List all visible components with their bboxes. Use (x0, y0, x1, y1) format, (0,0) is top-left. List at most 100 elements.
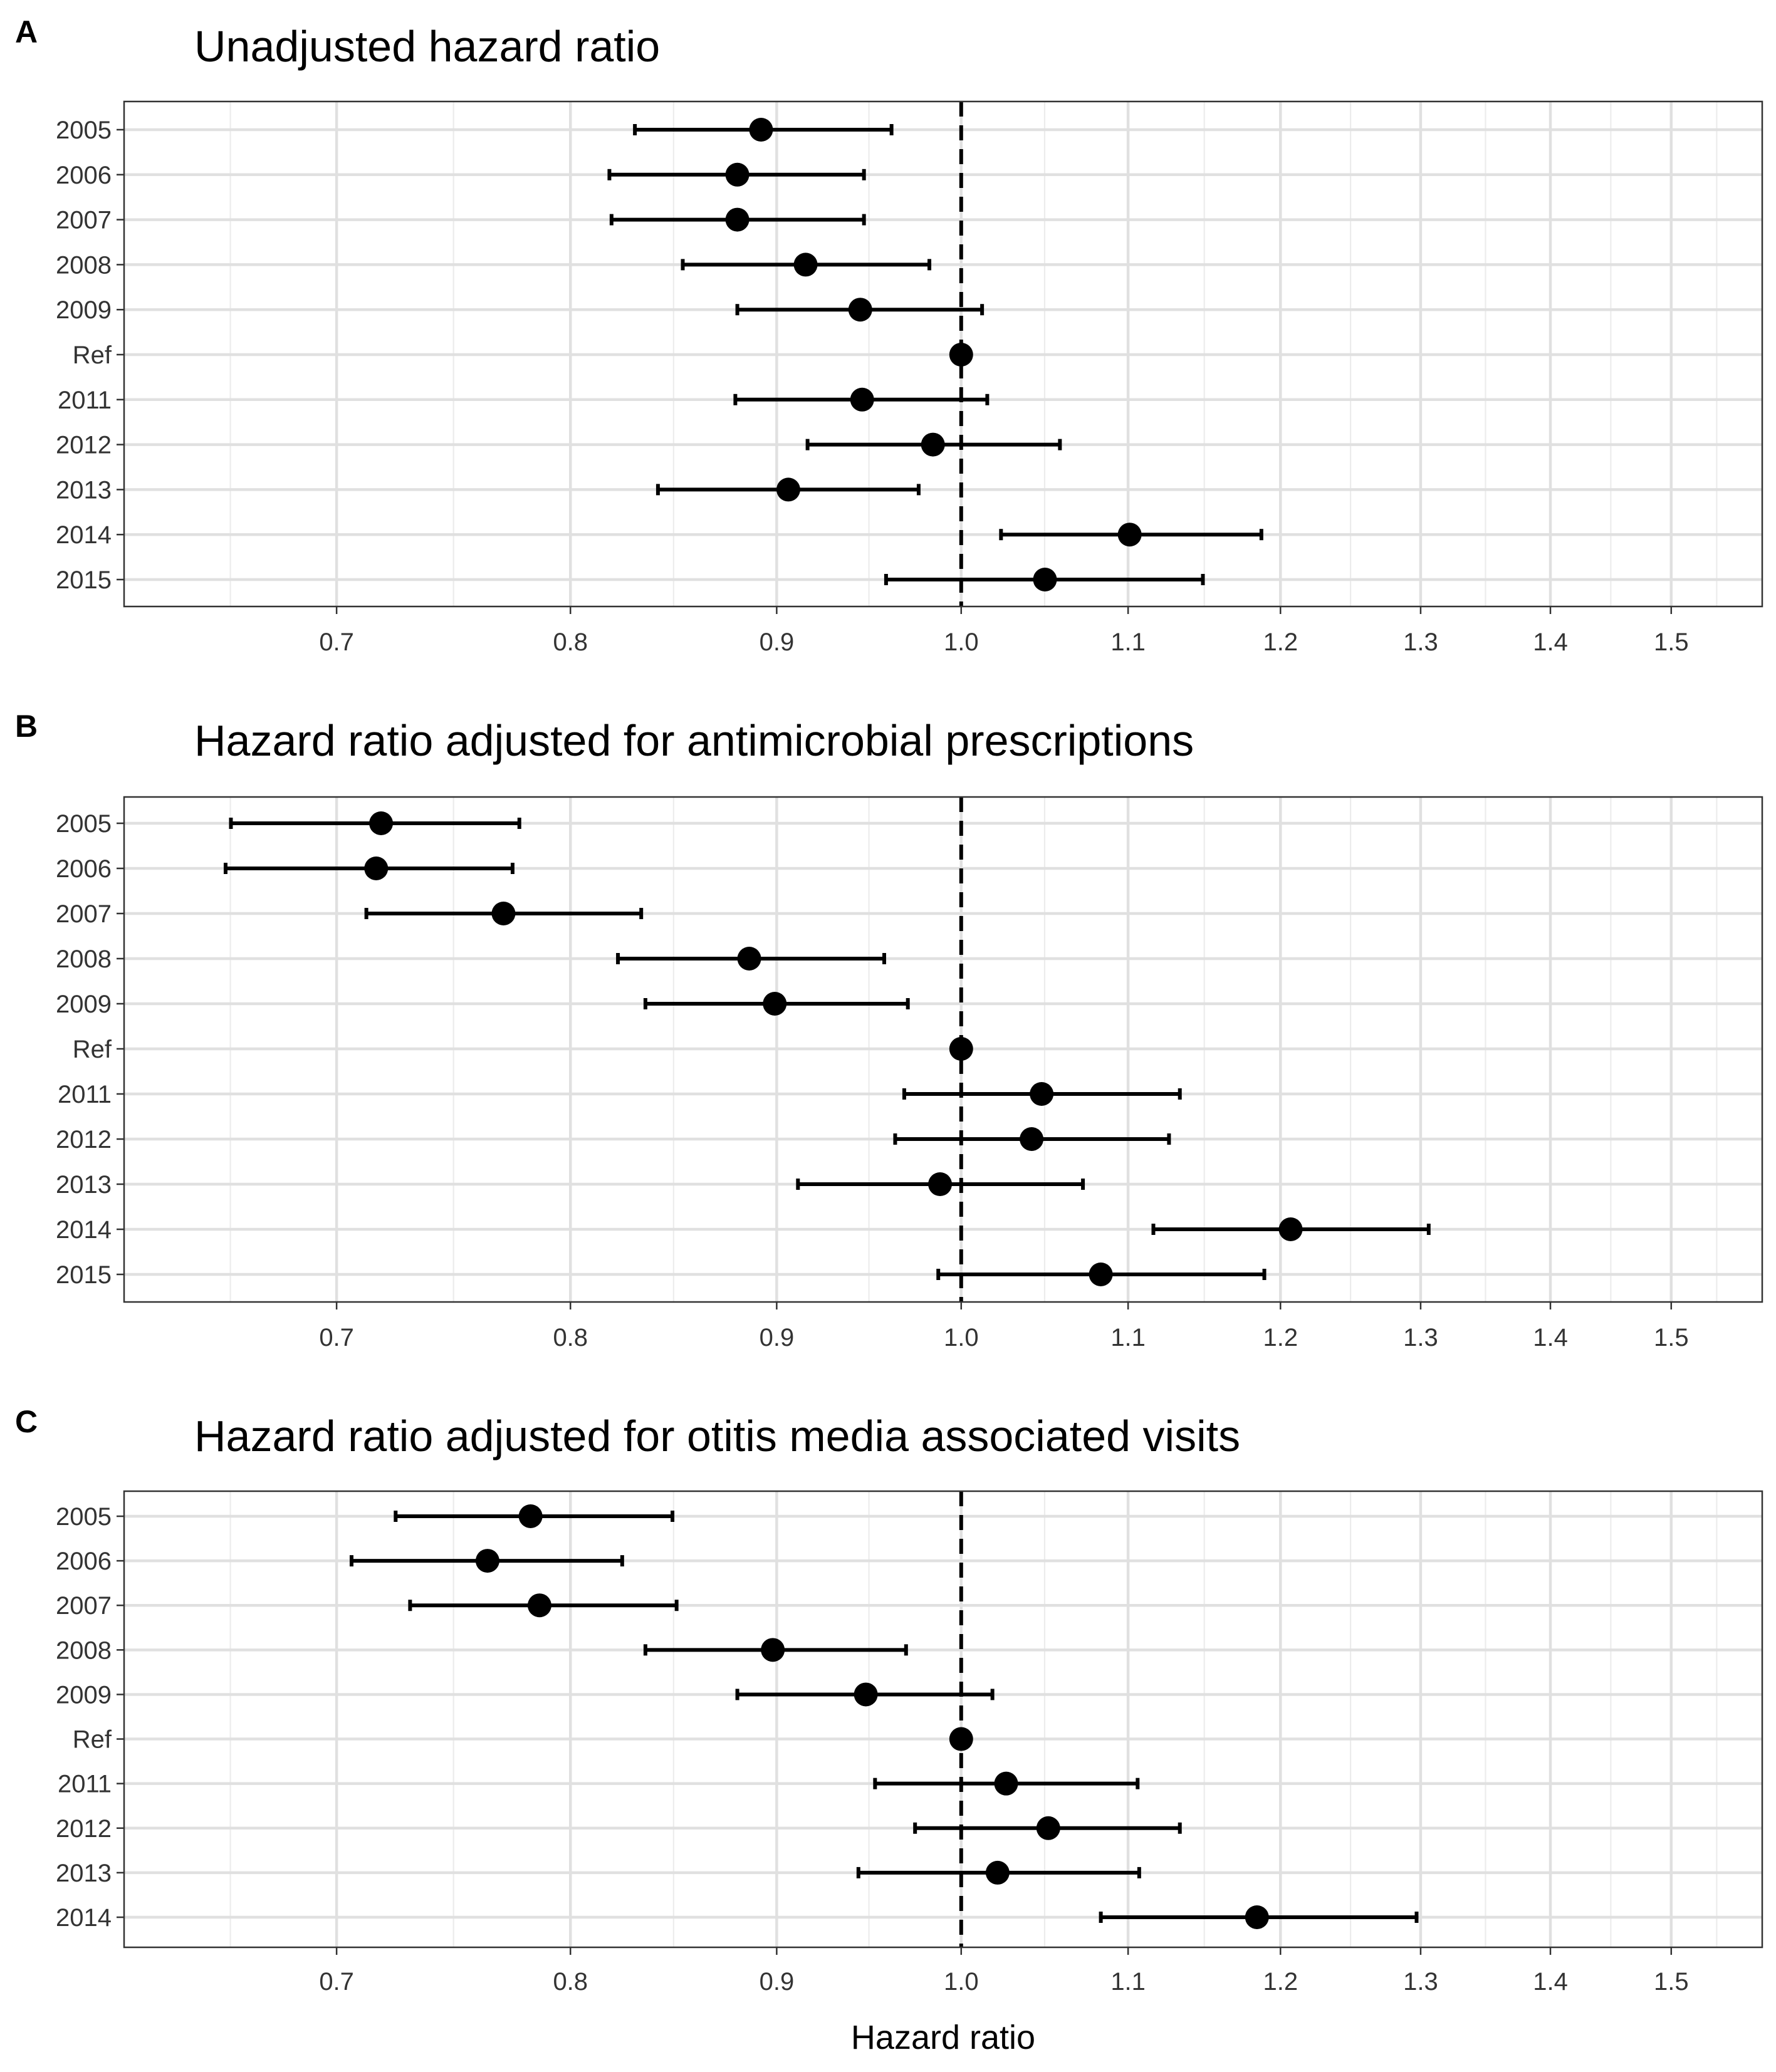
x-tick-label: 1.5 (1654, 628, 1689, 656)
point-estimate (776, 477, 800, 502)
x-tick-label: 1.5 (1654, 1324, 1689, 1351)
point-estimate (1036, 1816, 1060, 1840)
point-estimate (1245, 1905, 1269, 1929)
point-estimate (749, 118, 773, 142)
y-tick-label: 2014 (56, 1904, 112, 1932)
point-estimate (1020, 1127, 1044, 1151)
y-tick-label: 2014 (56, 521, 112, 549)
x-tick-label: 1.2 (1263, 1324, 1298, 1351)
point-estimate (518, 1504, 543, 1528)
y-tick-label: 2013 (56, 1171, 112, 1199)
y-tick-label: 2006 (56, 1548, 112, 1575)
point-estimate (725, 207, 750, 232)
y-tick-label: Ref (73, 1036, 112, 1063)
x-tick-label: 1.1 (1110, 1968, 1146, 1996)
y-tick-label: 2008 (56, 251, 112, 279)
x-tick-label: 1.0 (944, 1968, 979, 1996)
panel-tag: A (15, 14, 38, 49)
x-tick-label: 0.7 (319, 1324, 354, 1351)
panel-border (123, 1490, 1763, 1949)
point-estimate (1117, 523, 1142, 547)
panel-title: Unadjusted hazard ratio (194, 22, 660, 71)
y-tick-label: Ref (73, 341, 112, 369)
point-estimate (1278, 1217, 1303, 1241)
y-tick-label: 2011 (58, 1081, 112, 1108)
point-estimate (725, 162, 750, 187)
y-tick-label: 2007 (56, 900, 112, 928)
point-estimate (793, 252, 818, 277)
panel-tag: C (15, 1404, 38, 1439)
y-tick-label: 2011 (58, 387, 112, 414)
panel-b: B Hazard ratio adjusted for antimicrobial… (15, 709, 1763, 1351)
x-tick-label: 1.0 (944, 1324, 979, 1351)
point-estimate (737, 947, 761, 971)
panel-tag: B (15, 709, 38, 744)
point-estimate (854, 1682, 878, 1707)
y-tick-label: 2008 (56, 1637, 112, 1664)
point-estimate (369, 811, 394, 835)
x-tick-label: 1.3 (1403, 1968, 1438, 1996)
point-estimate (1033, 568, 1057, 591)
point-estimate (491, 902, 516, 925)
x-tick-label: 1.4 (1533, 1324, 1568, 1351)
y-tick-label: 2014 (56, 1216, 112, 1244)
panels: A Unadjusted hazard ratio 2005 2006 2007 2008… (15, 14, 1763, 1996)
y-tick-label: 2005 (56, 1503, 112, 1531)
point-estimate (949, 1037, 973, 1061)
point-estimate (928, 1172, 953, 1196)
y-tick-label: 2015 (56, 566, 112, 594)
x-tick-label: 0.7 (319, 628, 354, 656)
x-tick-label: 1.3 (1403, 628, 1438, 656)
x-tick-label: 1.1 (1110, 628, 1146, 656)
panel-title: Hazard ratio adjusted for antimicrobial … (194, 716, 1194, 765)
panel-c: C Hazard ratio adjusted for otitis media … (15, 1404, 1763, 1996)
y-tick-label: 2007 (56, 207, 112, 234)
point-estimate (848, 298, 872, 322)
y-tick-label: 2011 (58, 1771, 112, 1798)
x-tick-label: 1.2 (1263, 628, 1298, 656)
y-tick-label: 2015 (56, 1261, 112, 1289)
point-estimate (850, 387, 874, 412)
y-tick-label: 2005 (56, 117, 112, 144)
y-tick-label: 2012 (56, 1815, 112, 1843)
panel-title: Hazard ratio adjusted for otitis media a… (194, 1412, 1240, 1460)
x-tick-label: 1.2 (1263, 1968, 1298, 1996)
x-tick-label: 1.4 (1533, 1968, 1568, 1996)
x-tick-label: 0.8 (553, 628, 588, 656)
x-tick-label: 1.4 (1533, 628, 1568, 656)
x-tick-label: 1.1 (1110, 1324, 1146, 1351)
point-estimate (921, 432, 945, 457)
y-tick-label: 2012 (56, 432, 112, 459)
x-tick-label: 0.7 (319, 1968, 354, 1996)
x-tick-label: 0.8 (553, 1324, 588, 1351)
y-tick-label: 2012 (56, 1126, 112, 1153)
panel-a: A Unadjusted hazard ratio 2005 2006 2007 2008… (15, 14, 1763, 656)
x-tick-label: 1.3 (1403, 1324, 1438, 1351)
y-tick-label: Ref (73, 1726, 112, 1754)
y-tick-label: 2009 (56, 991, 112, 1018)
point-estimate (949, 343, 973, 367)
y-tick-label: 2008 (56, 945, 112, 973)
y-tick-label: 2009 (56, 296, 112, 324)
point-estimate (761, 1638, 785, 1662)
point-estimate (985, 1860, 1010, 1885)
point-estimate (1030, 1082, 1054, 1106)
point-estimate (527, 1593, 551, 1618)
y-tick-label: 2013 (56, 1860, 112, 1887)
x-tick-label: 1.5 (1654, 1968, 1689, 1996)
y-tick-label: 2005 (56, 810, 112, 838)
point-estimate (763, 992, 787, 1016)
point-estimate (949, 1727, 973, 1751)
point-estimate (1089, 1262, 1113, 1286)
y-tick-label: 2007 (56, 1592, 112, 1620)
x-tick-label: 0.9 (760, 628, 795, 656)
x-tick-label: 0.9 (760, 1324, 795, 1351)
point-estimate (994, 1771, 1018, 1796)
y-tick-label: 2013 (56, 476, 112, 504)
y-tick-label: 2006 (56, 162, 112, 189)
point-estimate (364, 856, 389, 880)
x-tick-label: 0.9 (760, 1968, 795, 1996)
x-axis-title: Hazard ratio (851, 2019, 1035, 2056)
y-tick-label: 2006 (56, 855, 112, 883)
